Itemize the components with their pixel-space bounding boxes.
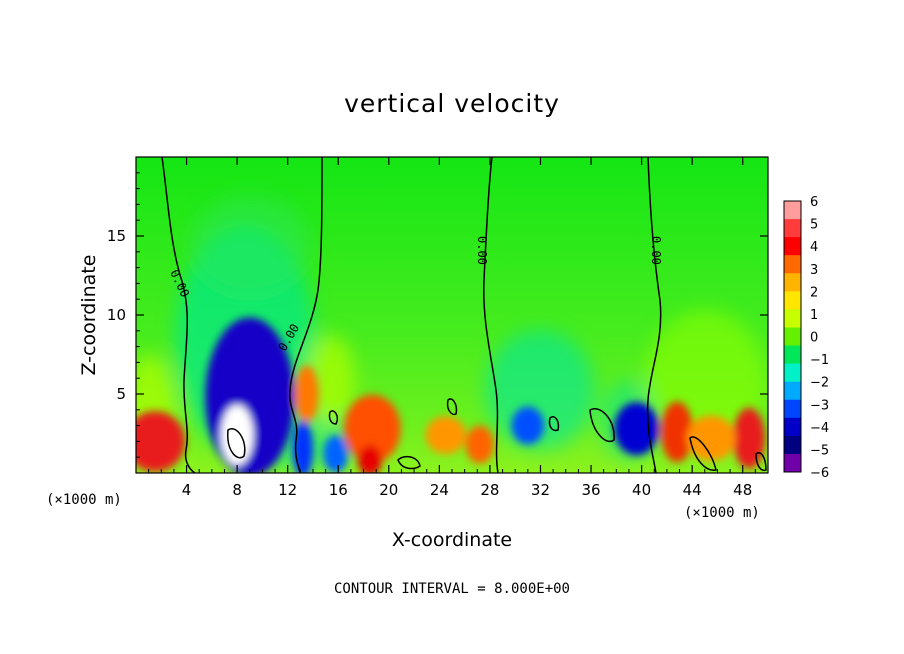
chart-title: vertical velocity: [344, 89, 560, 118]
colorbar-label: 4: [810, 240, 818, 255]
x-axis-unit-left: (×1000 m): [46, 492, 122, 508]
x-tick-label: 20: [379, 481, 398, 499]
contour-label: 0.00: [649, 236, 663, 265]
y-axis-label: Z-coordinate: [78, 255, 100, 376]
plot-area: 0.00 0.00 0.00 0.00: [136, 157, 768, 473]
y-tick-label: 10: [107, 306, 126, 324]
contour-interval-note: CONTOUR INTERVAL = 8.000E+00: [334, 581, 570, 597]
x-axis-label: X-coordinate: [392, 529, 512, 551]
x-tick-label: 48: [733, 481, 752, 499]
colorbar-label: −6: [810, 466, 829, 481]
contour-line-1: [161, 157, 196, 473]
zero-contours: [161, 157, 767, 473]
contour-line-4: [646, 157, 662, 473]
x-tick-label: 32: [531, 481, 550, 499]
colorbar-label: −3: [810, 398, 829, 413]
colorbar-label: 2: [810, 285, 818, 300]
contour-loop-4: [548, 416, 560, 432]
y-tick-label: 15: [107, 227, 126, 245]
x-tick-label: 24: [430, 481, 449, 499]
x-tick-label: 16: [329, 481, 348, 499]
contour-loop-2: [589, 408, 615, 443]
x-tick-label: 4: [182, 481, 192, 499]
contour-loop-5: [689, 436, 717, 471]
contour-loop-1: [227, 427, 246, 459]
velocity-feature-5: [292, 420, 313, 473]
x-tick-label: 44: [683, 481, 702, 499]
velocity-feature-14: [660, 401, 694, 463]
contour-loop-8: [755, 452, 767, 472]
x-tick-label: 28: [480, 481, 499, 499]
velocity-feature-8: [357, 445, 382, 473]
colorbar-segment: [784, 417, 801, 437]
x-tick-label: 8: [232, 481, 242, 499]
colorbar-segment: [784, 327, 801, 347]
colorbar-label: 3: [810, 263, 818, 278]
colorbar: [783, 200, 802, 473]
velocity-feature-13: [614, 402, 659, 456]
colorbar-segment: [784, 381, 801, 401]
colorbar-segment: [784, 255, 801, 274]
colorbar-labels: 6 5 4 3 2 1 0 −1 −2 −3 −4 −5 −6: [810, 195, 829, 481]
colorbar-segment: [784, 237, 801, 256]
contour-loop-6: [328, 410, 339, 425]
velocity-feature-6: [323, 435, 348, 473]
colorbar-segment: [784, 345, 801, 365]
x-tick-label: 40: [632, 481, 651, 499]
velocity-feature-7: [344, 394, 401, 463]
contour-label: 0.00: [475, 236, 489, 265]
colorbar-label: 5: [810, 218, 818, 233]
y-axis: 5 10 15: [107, 172, 768, 458]
contour-loop-7: [397, 455, 421, 470]
colorbar-segment: [784, 399, 801, 419]
colorbar-label: 1: [810, 308, 818, 323]
velocity-feature-11: [511, 406, 545, 445]
colorbar-label: 6: [810, 195, 818, 210]
contour-line-2: [289, 157, 323, 473]
colorbar-label: −5: [810, 443, 829, 458]
colorbar-label: −2: [810, 376, 829, 391]
colorbar-label: −4: [810, 421, 829, 436]
colorbar-segment: [784, 291, 801, 310]
colorbar-segment: [784, 201, 801, 220]
y-tick-label: 5: [116, 385, 126, 403]
colorbar-segment: [784, 309, 801, 328]
colorbar-frame: [783, 200, 802, 473]
colorbar-label: −1: [810, 353, 829, 368]
x-axis: 4 8 12 16 20 24 28 32 36 40 44 48: [148, 157, 756, 499]
x-axis-unit-right: (×1000 m): [684, 505, 760, 521]
velocity-feature-15: [732, 407, 766, 469]
colorbar-label: 0: [810, 331, 818, 346]
x-tick-label: 36: [581, 481, 600, 499]
velocity-feature-4: [294, 365, 319, 423]
velocity-feature-16: [686, 415, 736, 461]
x-tick-label: 12: [278, 481, 297, 499]
colorbar-segment: [784, 273, 801, 292]
velocity-feature-10: [465, 425, 494, 464]
colorbar-segment: [784, 219, 801, 238]
contour-loop-3: [446, 398, 458, 416]
colorbar-segment: [784, 435, 801, 455]
velocity-feature-9: [425, 416, 466, 455]
colorbar-segment: [784, 453, 801, 473]
contour-line-3: [482, 157, 499, 473]
colorbar-segment: [784, 363, 801, 383]
velocity-feature-3: [136, 411, 186, 472]
